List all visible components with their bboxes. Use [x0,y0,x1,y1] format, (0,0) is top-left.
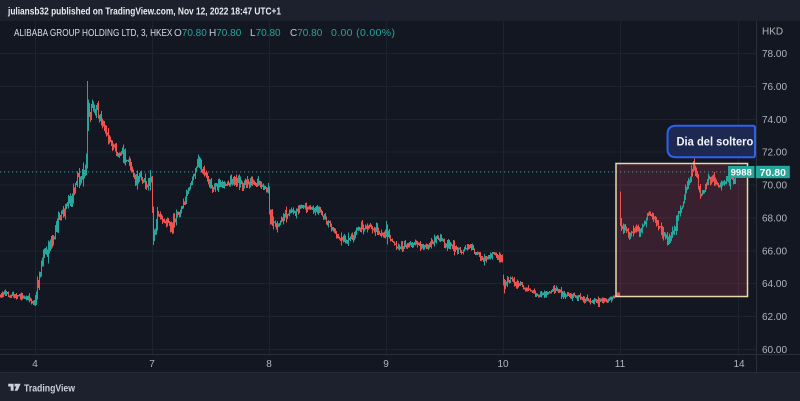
svg-text:70.00: 70.00 [762,181,787,192]
svg-text:8: 8 [266,359,272,370]
svg-text:juliansb32 published on Tradin: juliansb32 published on TradingView.com,… [7,6,281,18]
svg-text:60.00: 60.00 [762,345,787,356]
svg-text:L70.80: L70.80 [250,28,281,39]
svg-text:ALIBABA GROUP HOLDING LTD, 3,: ALIBABA GROUP HOLDING LTD, 3, HKEX [14,26,173,38]
svg-text:78.00: 78.00 [762,49,787,60]
svg-text:O70.80: O70.80 [174,28,207,39]
svg-text:11: 11 [615,359,626,370]
svg-text:9: 9 [383,359,389,370]
svg-text:72.00: 72.00 [762,148,787,159]
svg-text:C70.80: C70.80 [290,28,323,39]
svg-text:10: 10 [497,359,509,370]
svg-text:4: 4 [32,359,38,370]
svg-text:76.00: 76.00 [762,82,787,93]
svg-text:62.00: 62.00 [762,312,787,323]
svg-text:Dia del soltero: Dia del soltero [677,136,754,148]
svg-text:H70.80: H70.80 [209,28,242,39]
svg-text:64.00: 64.00 [762,279,787,290]
svg-text:HKD: HKD [762,27,783,38]
svg-text:74.00: 74.00 [762,115,787,126]
svg-text:14: 14 [733,359,745,370]
svg-text:7: 7 [149,359,155,370]
svg-text:TradingView: TradingView [24,383,76,394]
svg-text:70.80: 70.80 [760,167,786,179]
svg-text:0.00 (0.00%): 0.00 (0.00%) [331,27,395,39]
svg-text:68.00: 68.00 [762,213,787,224]
svg-text:66.00: 66.00 [762,246,787,257]
svg-text:9988: 9988 [731,168,752,179]
